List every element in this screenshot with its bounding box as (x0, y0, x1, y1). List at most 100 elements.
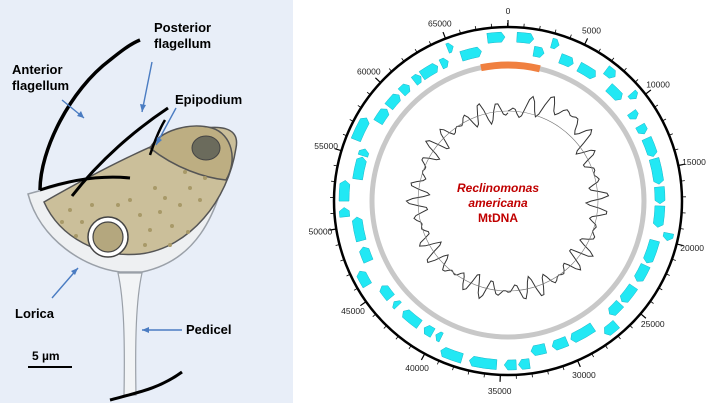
tick-mark (372, 313, 377, 318)
gene-arrow (392, 300, 402, 310)
tick-label: 60000 (357, 67, 381, 77)
tick-mark (401, 58, 405, 62)
tick-mark (437, 360, 440, 365)
tick-mark (591, 353, 595, 358)
tick-mark (340, 259, 345, 262)
gc-content-trace (405, 95, 610, 300)
gene-arrow (338, 180, 351, 202)
posterior-flagellum-label: Posterior flagellum (154, 20, 212, 51)
gene-arrow (339, 207, 351, 218)
tick-mark (662, 118, 667, 122)
circular-genome-plot: 0 5000 10000 15000 20000 25000 30000 35000 40000… (309, 6, 706, 396)
tick-mark (357, 105, 362, 108)
tick-mark (329, 228, 337, 231)
gene-arrow (653, 205, 666, 228)
tick-mark (442, 31, 447, 39)
tick-mark (617, 335, 621, 340)
gene-arrow (435, 331, 444, 343)
gene-arrow (576, 61, 596, 80)
gene-arrow (627, 89, 638, 100)
gene-arrow (604, 319, 621, 336)
gene-arrow (641, 136, 658, 157)
gene-arrow (503, 359, 517, 371)
tick-label: 50000 (309, 227, 333, 237)
tick-mark (671, 258, 676, 261)
reclinomonas-cell-diagram: Posterior flagellum Anterior flagellum E… (0, 0, 293, 403)
nucleus (92, 221, 124, 253)
tick-mark (640, 313, 647, 319)
tick-mark (674, 148, 679, 151)
gene-arrow (530, 343, 548, 356)
gene-layer (338, 31, 675, 371)
tick-label: 10000 (646, 79, 670, 89)
gene-arrow (352, 156, 367, 181)
gene-arrow (445, 42, 454, 54)
title-line-2: americana (468, 196, 528, 210)
gene-arrow (532, 45, 545, 58)
gene-arrow (373, 108, 390, 126)
epipodium-label: Epipodium (175, 92, 243, 107)
tick-mark (483, 373, 485, 378)
tick-mark (678, 163, 686, 167)
tick-mark (654, 104, 659, 108)
gene-arrow (648, 157, 664, 185)
tick-mark (562, 366, 565, 371)
tick-mark (334, 148, 342, 152)
tick-label: 65000 (428, 19, 452, 29)
gene-arrow (516, 31, 535, 44)
gene-arrow (619, 283, 639, 303)
tick-mark (474, 25, 477, 31)
gene-arrow (352, 216, 367, 243)
tick-mark (611, 57, 615, 62)
pedicel-label: Pedicel (186, 322, 232, 337)
gene-arrow (558, 53, 574, 68)
tick-mark (629, 325, 633, 329)
tick-mark (353, 287, 358, 291)
tick-mark (676, 243, 684, 247)
tick-mark (598, 48, 601, 53)
tick-label: 15000 (682, 157, 706, 167)
gene-arrow (379, 285, 395, 302)
gene-arrow (356, 270, 372, 289)
tick-mark (634, 79, 639, 83)
mtdna-genome-map: 0 5000 10000 15000 20000 25000 30000 35000 40000… (293, 0, 720, 403)
tick-mark (388, 68, 393, 72)
gene-arrow (518, 358, 531, 370)
tick-mark (668, 133, 673, 136)
tick-mark (467, 370, 470, 375)
posterior-flagellum (70, 106, 169, 197)
gene-arrow (357, 148, 370, 158)
tick-mark (679, 228, 684, 230)
tick-mark (335, 244, 340, 246)
gene-arrow (486, 31, 506, 44)
tick-mark (452, 366, 455, 371)
granules (60, 170, 207, 247)
tick-label: 45000 (341, 306, 365, 316)
tick-mark (420, 353, 426, 361)
gene-arrow (602, 65, 616, 79)
scale-bar-label: 5 µm (32, 349, 60, 363)
tick-mark (346, 273, 351, 277)
food-vacuole (191, 135, 221, 161)
gene-arrow (635, 122, 648, 135)
tick-mark (383, 325, 387, 329)
gene-arrow (469, 356, 498, 370)
tick-mark (547, 370, 549, 375)
tick-mark (658, 287, 663, 291)
tick-mark (645, 89, 652, 95)
gene-arrow (654, 186, 666, 205)
pedicel-tail (109, 370, 183, 402)
tick-label: 35000 (488, 386, 512, 396)
gene-arrow (605, 83, 623, 101)
gene-arrow (350, 117, 370, 143)
gene-arrow (397, 83, 411, 97)
tick-mark (359, 301, 367, 307)
tick-mark (569, 34, 572, 39)
tick-mark (374, 77, 381, 84)
title-line-3: MtDNA (478, 211, 518, 225)
gene-arrow (384, 93, 401, 111)
tick-mark (414, 48, 418, 53)
tick-label: 25000 (641, 319, 665, 329)
tick-mark (539, 25, 541, 30)
